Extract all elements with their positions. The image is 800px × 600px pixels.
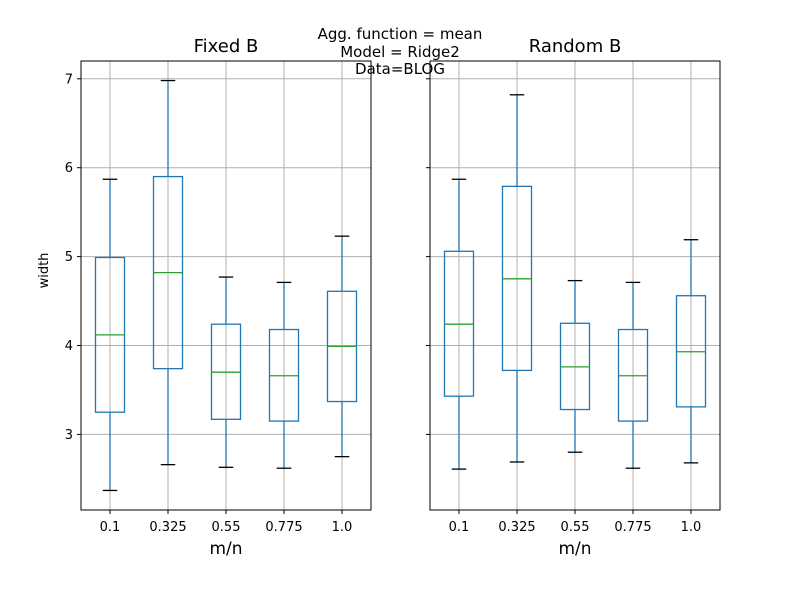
box-plot-0.1	[94, 178, 126, 492]
box-plots	[443, 94, 707, 470]
y-tick-label: 5	[65, 250, 73, 265]
y-axis-label: width	[37, 253, 52, 289]
panel-title: Fixed B	[194, 36, 259, 57]
figure-suptitle: Agg. function = mean Model = Ridge2 Data…	[0, 25, 800, 79]
panel-random-b: 0.1 0.325 0.55 0.775 1.0 Random B m/n	[426, 36, 721, 559]
box-plot-0.775	[268, 281, 300, 469]
box-plot-0.775	[617, 281, 649, 469]
box-plot-0.325	[501, 94, 533, 463]
box-plot-1.0	[326, 235, 358, 458]
box-plots	[94, 79, 358, 492]
axis-ticks: 3 4 5 6 7 0.1 0.325 0.55 0.775 1.0	[65, 72, 353, 535]
y-tick-label: 6	[65, 161, 73, 176]
panel-fixed-b: 3 4 5 6 7 0.1 0.325 0.55 0.775 1.0 Fixed B m/n wi…	[37, 36, 372, 559]
x-tick-label: 0.55	[561, 520, 590, 535]
x-tick-label: 0.1	[100, 520, 121, 535]
y-tick-label: 3	[65, 428, 73, 443]
x-tick-label: 0.1	[449, 520, 470, 535]
suptitle-line: Data=BLOG	[355, 60, 445, 78]
x-tick-label: 0.325	[498, 520, 535, 535]
panel-title: Random B	[529, 36, 622, 57]
suptitle-line: Agg. function = mean	[317, 25, 483, 43]
x-axis-label: m/n	[209, 539, 242, 559]
x-tick-label: 0.325	[149, 520, 186, 535]
box-plot-0.1	[443, 178, 475, 470]
box-plot-1.0	[675, 239, 707, 464]
x-tick-label: 0.55	[212, 520, 241, 535]
box-plot-0.325	[152, 79, 184, 466]
x-tick-label: 0.775	[614, 520, 651, 535]
box-plot-0.55	[559, 279, 591, 453]
box-plot-0.55	[210, 276, 242, 468]
x-tick-label: 1.0	[332, 520, 353, 535]
y-tick-label: 4	[65, 339, 73, 354]
x-axis-label: m/n	[558, 539, 591, 559]
x-tick-label: 1.0	[681, 520, 702, 535]
axis-ticks: 0.1 0.325 0.55 0.775 1.0	[426, 78, 702, 535]
x-tick-label: 0.775	[265, 520, 302, 535]
y-tick-label: 7	[65, 72, 73, 87]
suptitle-line: Model = Ridge2	[340, 42, 460, 61]
